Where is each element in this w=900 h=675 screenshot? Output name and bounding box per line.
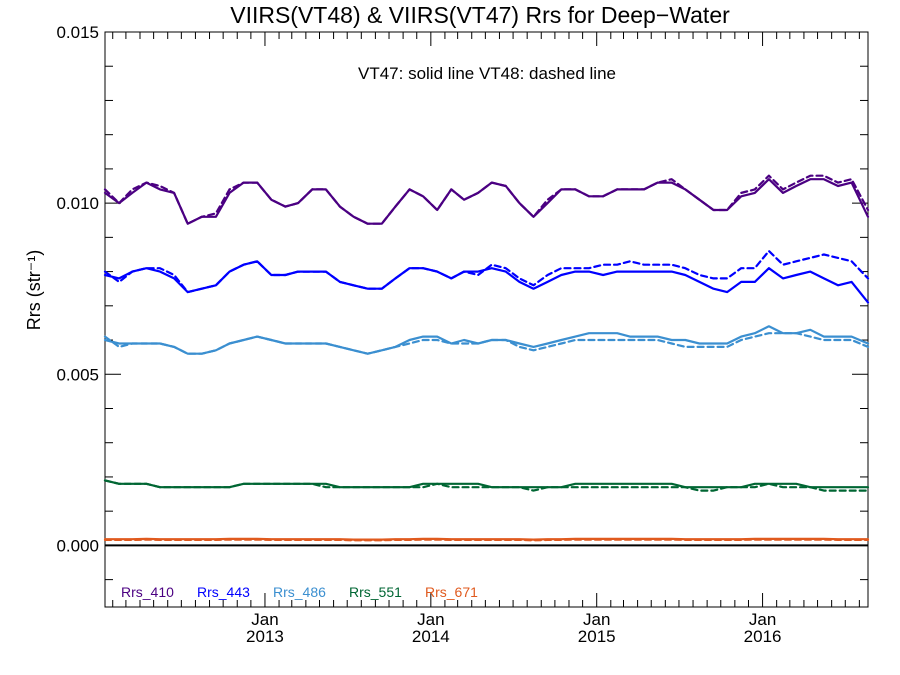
y-tick-label: 0.000 [56, 536, 99, 555]
line-style-annotation: VT47: solid line VT48: dashed line [358, 64, 616, 83]
legend-entry-rrs-486: Rrs_486 [273, 584, 326, 600]
series-rrs-671-vt47-solid [103, 537, 870, 541]
legend-entry-rrs-551: Rrs_551 [349, 584, 402, 600]
y-axis-label: Rrs (str⁻¹) [24, 250, 44, 330]
plot-frame [104, 31, 869, 608]
legend-entry-rrs-443: Rrs_443 [197, 584, 250, 600]
x-tick-label-year: 2015 [578, 627, 616, 646]
series-rrs-551-vt47-solid [103, 479, 870, 489]
series-rrs-486-vt47-solid [103, 325, 870, 355]
x-tick-label-year: 2014 [412, 627, 450, 646]
x-tick-label-year: 2013 [246, 627, 284, 646]
x-tick-label-month: Jan [251, 610, 278, 629]
series-rrs-551-vt48-dashed [103, 479, 870, 492]
plot-border [104, 31, 869, 608]
legend-entry-rrs-410: Rrs_410 [121, 584, 174, 600]
series-rrs-443-vt48-dashed [103, 249, 870, 294]
series-rrs-443-vt47-solid [103, 260, 870, 304]
chart-title: VIIRS(VT48) & VIIRS(VT47) Rrs for Deep−W… [230, 2, 730, 28]
y-tick-label: 0.015 [56, 23, 99, 42]
x-tick-label-month: Jan [749, 610, 776, 629]
y-tick-label: 0.005 [56, 365, 99, 384]
x-tick-label-year: 2016 [744, 627, 782, 646]
series-group [103, 174, 870, 542]
legend-entry-rrs-671: Rrs_671 [425, 584, 478, 600]
y-axis: 0.000 0.005 0.010 0.015 [56, 23, 868, 581]
series-rrs-410-vt47-solid [103, 178, 870, 225]
x-tick-label-month: Jan [583, 610, 610, 629]
x-tick-label-month: Jan [417, 610, 444, 629]
legend: Rrs_410 Rrs_443 Rrs_486 Rrs_551 Rrs_671 [121, 584, 478, 600]
series-rrs-486-vt48-dashed [103, 332, 870, 355]
y-tick-label: 0.010 [56, 194, 99, 213]
series-rrs-410-vt48-dashed [103, 174, 870, 225]
